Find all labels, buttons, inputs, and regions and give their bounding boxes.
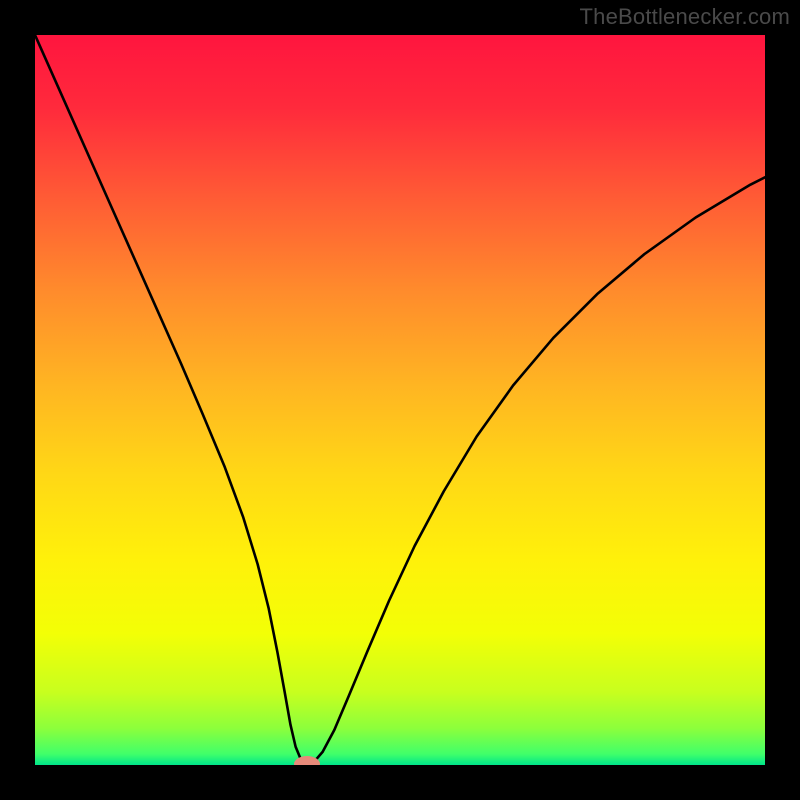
frame-left — [0, 0, 35, 800]
frame-right — [765, 0, 800, 800]
watermark-text: TheBottlenecker.com — [580, 4, 790, 30]
bottleneck-curve — [35, 35, 765, 765]
frame-bottom — [0, 765, 800, 800]
plot-area — [35, 35, 765, 765]
